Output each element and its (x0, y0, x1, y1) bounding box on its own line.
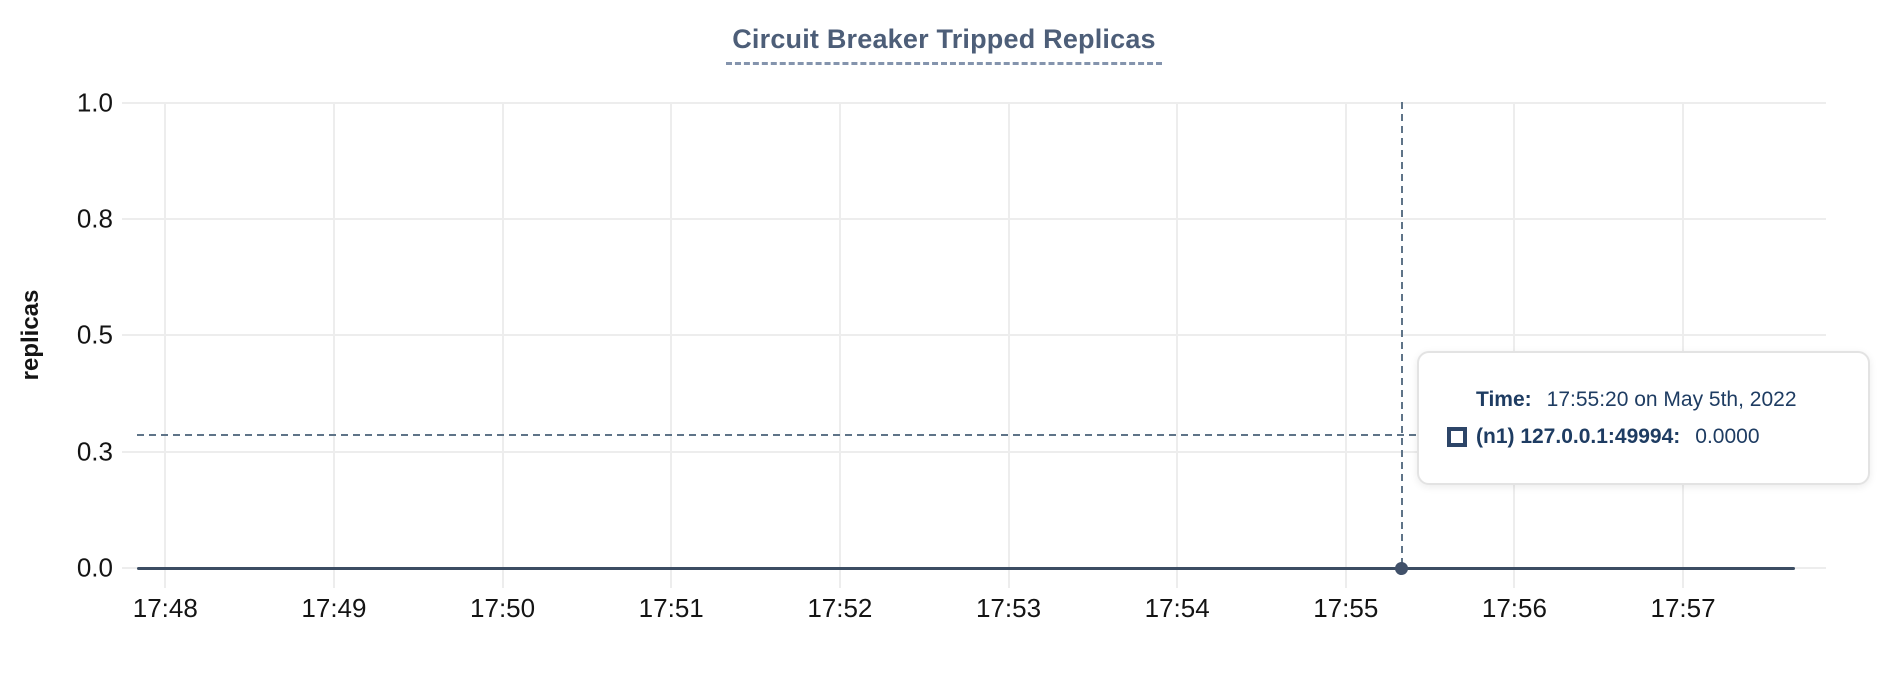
h-gridline (122, 217, 1826, 220)
v-gridline (670, 102, 673, 588)
tooltip-series-label: (n1) 127.0.0.1:49994: (1476, 424, 1681, 448)
x-tick-label: 17:49 (301, 593, 367, 623)
x-tick-label: 17:51 (638, 593, 704, 623)
h-gridline (122, 450, 1826, 453)
tooltip-time-label: Time: (1476, 387, 1532, 411)
v-gridline (838, 102, 841, 588)
x-tick-label: 17:50 (470, 593, 536, 623)
h-gridline (122, 334, 1826, 337)
y-tick-label: 0.0 (76, 552, 113, 583)
series-line (137, 566, 1796, 570)
x-tick-label: 17:57 (1650, 593, 1716, 623)
v-gridline (1176, 102, 1179, 588)
h-gridline (122, 101, 1826, 104)
v-gridline (164, 102, 167, 588)
v-gridline (332, 102, 335, 588)
crosshair-vertical-line (1400, 102, 1403, 568)
v-gridline (501, 102, 504, 588)
x-tick-label: 17:52 (807, 593, 873, 623)
tooltip-series-value: 0.0000 (1695, 424, 1760, 448)
x-tick-label: 17:56 (1481, 593, 1547, 623)
tooltip-icon-slot (1447, 426, 1476, 447)
v-gridline (1007, 102, 1010, 588)
y-tick-label: 1.0 (76, 87, 113, 117)
x-tick-label: 17:55 (1313, 593, 1379, 623)
tooltip-time-value: 17:55:20 on May 5th, 2022 (1546, 387, 1797, 411)
tooltip-series-row: (n1) 127.0.0.1:49994: 0.0000 (1447, 425, 1868, 449)
x-tick-label: 17:53 (975, 593, 1042, 623)
v-gridline (1344, 102, 1347, 588)
v-gridline (1682, 102, 1685, 588)
x-tick-label: 17:54 (1144, 593, 1210, 623)
tooltip-time-row: Time: 17:55:20 on May 5th, 2022 (1447, 388, 1868, 412)
hovered-data-point (1395, 561, 1409, 575)
series-marker-icon (1447, 426, 1467, 447)
hover-tooltip: Time: 17:55:20 on May 5th, 2022 (n1) 127… (1417, 351, 1870, 485)
chart-title-wrap: Circuit Breaker Tripped Replicas (0, 24, 1888, 65)
y-tick-label: 0.3 (76, 436, 113, 467)
y-tick-label: 0.5 (76, 319, 113, 350)
chart-title: Circuit Breaker Tripped Replicas (726, 24, 1162, 65)
y-tick-label: 0.8 (76, 203, 113, 234)
x-tick-label: 17:48 (132, 593, 198, 623)
crosshair-horizontal-line (137, 434, 1826, 437)
v-gridline (1513, 102, 1516, 588)
